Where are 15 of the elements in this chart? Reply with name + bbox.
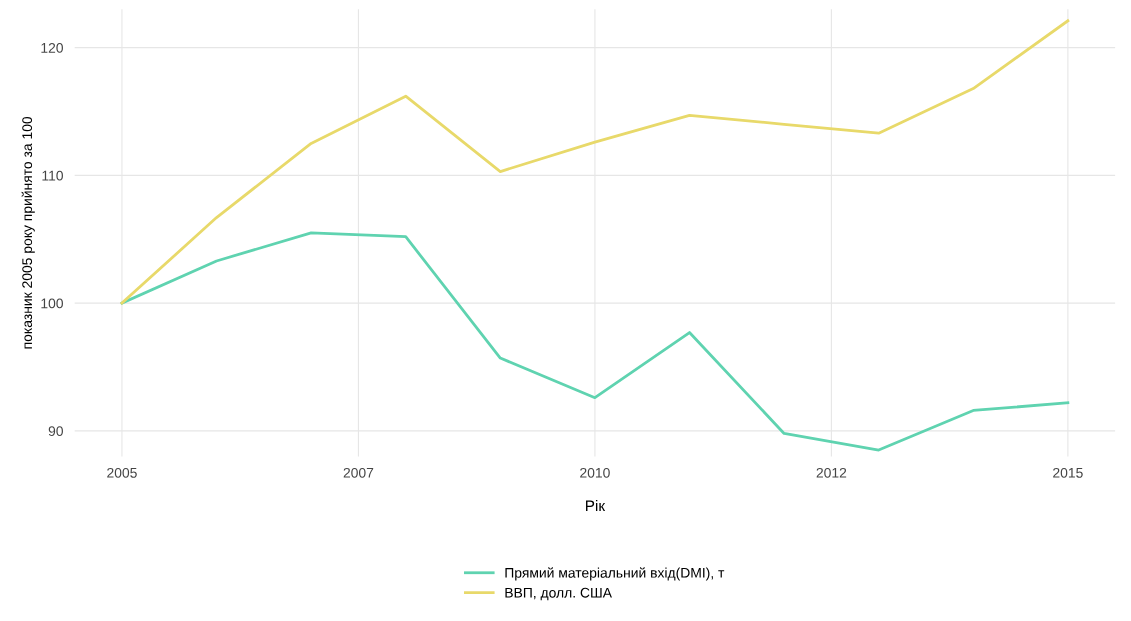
x-tick-label: 2007 [343,467,374,478]
x-tick-label: 2005 [107,467,137,478]
x-tick-label: 2010 [580,467,610,478]
y-tick-label: 90 [48,426,63,437]
x-tick-label: 2012 [816,467,847,478]
y-tick-label: 120 [41,42,63,53]
line-series [120,231,1070,452]
y-axis-title: показник 2005 року прийнято за 100 [21,116,35,349]
line-series [120,19,1070,305]
legend-label: Прямий матеріальний вхід(DMI), т [505,567,725,581]
x-tick-label: 2015 [1053,467,1083,478]
y-tick-label: 100 [41,298,63,309]
legend-label: ВВП, долл. США [505,587,612,601]
x-axis-title: Рік [586,499,606,512]
y-tick-label: 110 [42,170,63,181]
